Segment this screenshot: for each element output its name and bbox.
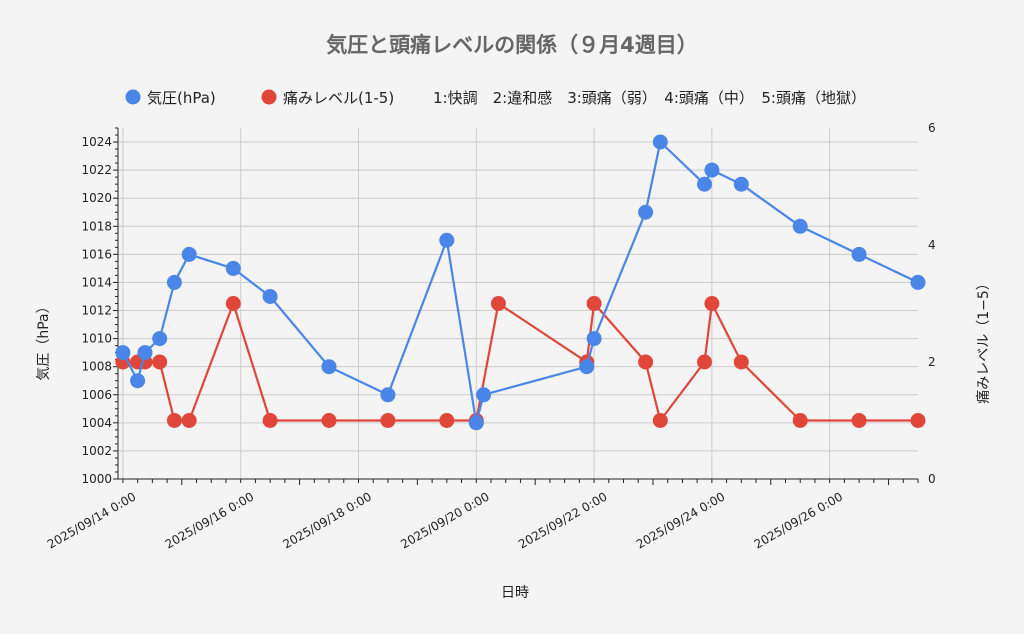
y-tick-left: 1022 (81, 163, 112, 177)
point-pressure (704, 162, 720, 178)
y-tick-left: 1004 (81, 416, 112, 430)
point-pressure (792, 218, 808, 234)
y-tick-left: 1012 (81, 304, 112, 318)
chart-title: 気圧と頭痛レベルの関係（９月4週目） (326, 33, 698, 57)
point-pain (152, 354, 168, 370)
point-pressure (137, 345, 153, 361)
point-pain (181, 413, 197, 428)
x-tick-label: 2025/09/26 0:00 (752, 489, 846, 551)
y-tick-left: 1020 (81, 191, 112, 205)
series-pressure (115, 134, 926, 431)
point-pain (166, 413, 182, 428)
x-tick-label: 2025/09/14 0:00 (45, 489, 139, 551)
series-pain (115, 296, 926, 428)
legend-marker-pain (261, 89, 277, 105)
point-pressure (262, 289, 278, 304)
y-tick-left: 1010 (81, 332, 112, 346)
x-tick-label: 2025/09/22 0:00 (516, 489, 610, 551)
y-tick-left: 1014 (81, 275, 112, 289)
legend-label-pressure: 気圧(hPa) (147, 89, 216, 107)
y-tick-left: 1002 (81, 444, 112, 458)
y-tick-left: 1024 (81, 135, 112, 149)
point-pressure (115, 345, 131, 361)
point-pressure (225, 260, 241, 276)
point-pain (439, 413, 455, 428)
axes: 1000 1002 1004 1006 1008 1010 1012 1014 1016 1018… (45, 121, 936, 552)
x-tick-label: 2025/09/18 0:00 (280, 489, 374, 551)
point-pain (490, 296, 506, 311)
x-tick-label: 2025/09/16 0:00 (163, 489, 257, 551)
y-tick-left: 1008 (81, 360, 112, 374)
legend-label-pain: 痛みレベル(1-5) (283, 89, 394, 107)
point-pressure (181, 246, 197, 262)
legend: 気圧(hPa) 痛みレベル(1-5) 1:快調 2:違和感 3:頭痛（弱） 4:… (125, 89, 866, 107)
point-pressure (733, 176, 749, 192)
point-pain (704, 296, 720, 311)
point-pressure (130, 373, 146, 389)
point-pressure (476, 387, 492, 403)
point-pain (910, 413, 926, 428)
y-axis-right-title: 痛みレベル（1−5） (975, 276, 992, 404)
point-pressure (321, 359, 337, 375)
y-tick-left: 1016 (81, 247, 112, 261)
point-pain (652, 413, 668, 428)
point-pressure (468, 415, 484, 431)
point-pain (586, 296, 602, 311)
point-pressure (152, 331, 168, 347)
x-tick-label: 2025/09/20 0:00 (398, 489, 492, 551)
legend-note: 1:快調 2:違和感 3:頭痛（弱） 4:頭痛（中） 5:頭痛（地獄） (433, 89, 866, 107)
y-tick-left: 1006 (81, 388, 112, 402)
x-axis-title: 日時 (501, 585, 529, 601)
point-pressure (166, 274, 182, 290)
y-tick-right: 2 (928, 355, 936, 369)
series (115, 134, 926, 431)
point-pressure (638, 204, 654, 220)
point-pressure (697, 176, 712, 192)
point-pain (851, 413, 867, 428)
point-pain (262, 413, 278, 428)
y-tick-right: 0 (928, 472, 936, 486)
point-pressure (439, 232, 455, 248)
point-pressure (579, 359, 595, 375)
point-pain (733, 354, 749, 370)
point-pressure (380, 387, 396, 403)
point-pain (225, 296, 241, 311)
point-pain (792, 413, 808, 428)
point-pain (380, 413, 396, 428)
y-axis-left-title: 気圧（hPa） (36, 299, 52, 380)
point-pressure (851, 246, 867, 262)
series-line-pain (122, 302, 918, 422)
y-tick-right: 4 (928, 238, 936, 252)
x-tick-label: 2025/09/24 0:00 (634, 489, 728, 551)
point-pressure (910, 274, 926, 290)
legend-marker-pressure (125, 89, 141, 105)
point-pain (697, 354, 712, 370)
y-tick-right: 6 (928, 121, 936, 135)
y-tick-left: 1000 (81, 472, 112, 486)
point-pressure (586, 331, 602, 347)
point-pressure (652, 134, 668, 150)
y-tick-left: 1018 (81, 219, 112, 233)
point-pain (321, 413, 337, 428)
point-pain (638, 354, 654, 370)
